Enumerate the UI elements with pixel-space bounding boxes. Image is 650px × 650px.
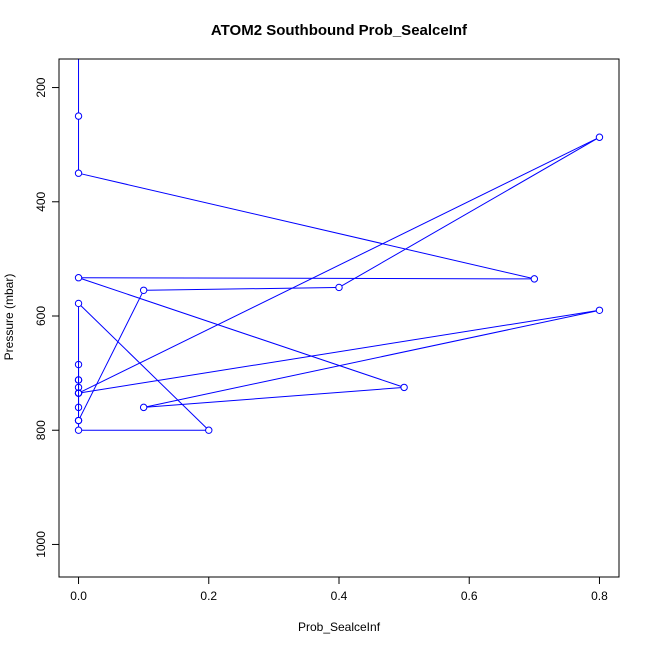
series-line-segment (146, 310, 597, 408)
data-point (74, 112, 83, 120)
series-line-segment (341, 138, 597, 287)
x-axis-label: Prob_SealceInf (298, 620, 381, 634)
data-point (74, 389, 83, 397)
series-line-segment (79, 292, 143, 418)
series-line-segment (81, 310, 597, 394)
data-point (74, 416, 83, 425)
y-tick-label: 800 (34, 420, 48, 440)
x-tick-label: 0.0 (70, 589, 87, 603)
plot-frame (58, 58, 620, 578)
x-tick-label: 0.2 (200, 589, 217, 603)
series-line-segment (81, 138, 597, 393)
data-point (74, 360, 83, 369)
x-tick-label: 0.6 (461, 589, 478, 603)
data-point (595, 306, 604, 314)
data-point (74, 274, 83, 282)
data-point (139, 403, 148, 412)
axes: 0.0 0.2 0.4 0.6 0.8 200 400 600 800 1000 (34, 77, 608, 603)
y-axis-label: Pressure (mbar) (2, 274, 16, 361)
series-line-segment (81, 277, 532, 280)
series-line-segment (146, 387, 401, 408)
series-line-segment (81, 278, 402, 387)
x-tick-label: 0.8 (591, 589, 608, 603)
x-tick-label: 0.4 (331, 589, 348, 603)
series-line-segment (80, 305, 207, 429)
series-layer (74, 59, 604, 434)
data-point (74, 383, 83, 392)
chart-title: ATOM2 Southbound Prob_SealceInf (211, 22, 468, 39)
data-point (335, 283, 343, 292)
data-point (74, 426, 83, 434)
series-line-segment (146, 286, 336, 291)
data-point (400, 383, 408, 392)
data-point (74, 169, 83, 177)
data-point (74, 403, 83, 412)
data-point (74, 376, 83, 384)
data-point (139, 286, 148, 295)
y-tick-label: 400 (34, 191, 48, 211)
y-tick-label: 200 (34, 77, 48, 97)
data-point (205, 426, 213, 434)
data-point (530, 275, 539, 283)
data-point (595, 133, 604, 141)
data-point (74, 299, 83, 308)
y-tick-label: 600 (34, 306, 48, 326)
y-tick-label: 1000 (34, 531, 48, 558)
series-line-segment (81, 173, 532, 279)
